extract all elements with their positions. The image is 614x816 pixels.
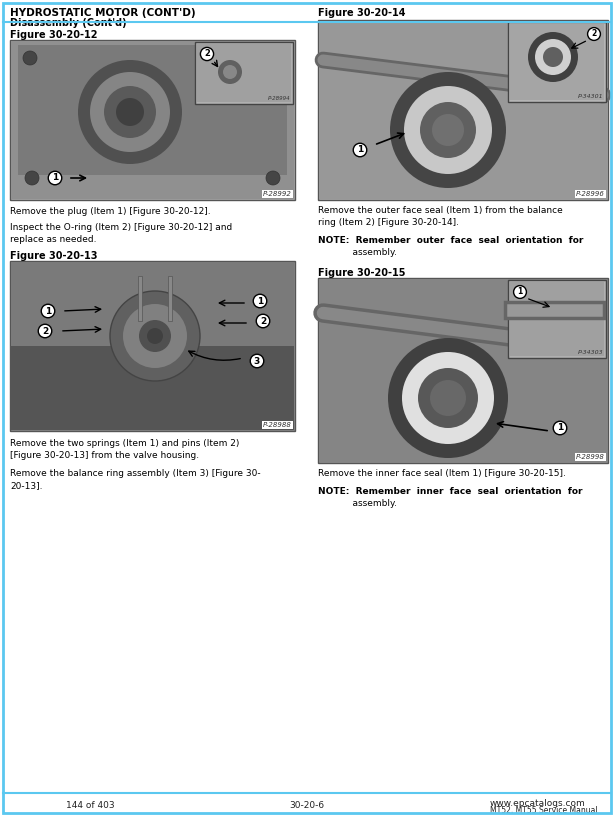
Bar: [510, 282, 604, 356]
Text: 2: 2: [204, 50, 210, 59]
Bar: [11, 262, 294, 430]
Text: 1: 1: [45, 307, 51, 316]
Circle shape: [90, 72, 170, 152]
Bar: [18, 45, 287, 175]
Text: P-28996: P-28996: [576, 191, 605, 197]
Text: 1: 1: [357, 145, 363, 154]
Circle shape: [543, 47, 563, 67]
Text: 2: 2: [591, 29, 597, 38]
Text: NOTE:  Remember  outer  face  seal  orientation  for: NOTE: Remember outer face seal orientati…: [318, 236, 583, 245]
Text: 2: 2: [204, 50, 210, 59]
Text: 2: 2: [42, 326, 48, 335]
Text: Remove the two springs (Item 1) and pins (Item 2): Remove the two springs (Item 1) and pins…: [10, 439, 239, 448]
Circle shape: [218, 60, 242, 84]
Circle shape: [388, 338, 508, 458]
Text: NOTE:  Remember  inner  face  seal  orientation  for: NOTE: Remember inner face seal orientati…: [318, 487, 583, 496]
Circle shape: [116, 98, 144, 126]
Circle shape: [123, 304, 187, 368]
Text: ring (Item 2) [Figure 30-20-14].: ring (Item 2) [Figure 30-20-14].: [318, 218, 459, 227]
Circle shape: [104, 86, 156, 138]
Text: 1: 1: [52, 174, 58, 183]
Circle shape: [420, 102, 476, 158]
Text: 1: 1: [557, 424, 563, 432]
Text: 1: 1: [518, 287, 523, 296]
Text: Figure 30-20-15: Figure 30-20-15: [318, 268, 405, 278]
Text: P-28992: P-28992: [263, 191, 292, 197]
Circle shape: [266, 51, 280, 65]
Text: P-28998: P-28998: [576, 454, 605, 460]
Bar: [197, 44, 291, 102]
Text: [Figure 30-20-13] from the valve housing.: [Figure 30-20-13] from the valve housing…: [10, 451, 199, 460]
Bar: [11, 41, 294, 199]
Circle shape: [266, 171, 280, 185]
Text: assembly.: assembly.: [318, 248, 397, 257]
Bar: [10, 261, 295, 431]
Bar: [195, 42, 293, 104]
Circle shape: [535, 39, 571, 75]
Text: Figure 30-20-14: Figure 30-20-14: [318, 8, 405, 18]
Text: 1: 1: [45, 307, 51, 316]
Text: Remove the outer face seal (Item 1) from the balance: Remove the outer face seal (Item 1) from…: [318, 206, 563, 215]
Text: 2: 2: [260, 317, 266, 326]
Bar: [510, 24, 604, 100]
Circle shape: [432, 114, 464, 146]
Bar: [138, 276, 142, 321]
Circle shape: [78, 60, 182, 164]
Circle shape: [110, 291, 200, 381]
Text: P-34303: P-34303: [577, 350, 603, 355]
Circle shape: [139, 320, 171, 352]
Text: 20-13].: 20-13].: [10, 481, 42, 490]
Text: Remove the inner face seal (Item 1) [Figure 30-20-15].: Remove the inner face seal (Item 1) [Fig…: [318, 469, 566, 478]
Bar: [319, 21, 607, 199]
Text: P-28988: P-28988: [263, 422, 292, 428]
Text: 2: 2: [260, 317, 266, 326]
Bar: [508, 280, 606, 358]
Circle shape: [528, 32, 578, 82]
Circle shape: [390, 72, 506, 188]
Text: 2: 2: [42, 326, 48, 335]
Circle shape: [430, 380, 466, 416]
Bar: [318, 20, 608, 200]
Text: 1: 1: [257, 296, 263, 305]
Bar: [168, 276, 172, 321]
Text: Remove the plug (Item 1) [Figure 30-20-12].: Remove the plug (Item 1) [Figure 30-20-1…: [10, 207, 211, 216]
Circle shape: [23, 51, 37, 65]
Circle shape: [402, 352, 494, 444]
Text: Disassembly (Cont'd): Disassembly (Cont'd): [10, 18, 126, 28]
Text: www.epcatalogs.com: www.epcatalogs.com: [490, 799, 586, 808]
Text: Figure 30-20-13: Figure 30-20-13: [10, 251, 98, 261]
Text: 1: 1: [257, 296, 263, 305]
Text: 1: 1: [557, 424, 563, 432]
Circle shape: [25, 171, 39, 185]
Text: Figure 30-20-12: Figure 30-20-12: [10, 30, 98, 40]
Text: Remove the balance ring assembly (Item 3) [Figure 30-: Remove the balance ring assembly (Item 3…: [10, 469, 260, 478]
Circle shape: [147, 328, 163, 344]
Circle shape: [404, 86, 492, 174]
Bar: [508, 22, 606, 102]
Text: replace as needed.: replace as needed.: [10, 235, 96, 244]
Text: 1: 1: [52, 174, 58, 183]
Text: 1: 1: [357, 145, 363, 154]
Text: P-34301: P-34301: [577, 94, 603, 99]
Circle shape: [223, 65, 237, 79]
Text: 2: 2: [591, 29, 597, 38]
Text: 3: 3: [254, 357, 260, 366]
Bar: [10, 40, 295, 200]
Text: assembly.: assembly.: [318, 499, 397, 508]
Circle shape: [418, 368, 478, 428]
Bar: [11, 346, 294, 430]
Text: MT52, MT55 Service Manual: MT52, MT55 Service Manual: [490, 805, 597, 814]
Text: Inspect the O-ring (Item 2) [Figure 30-20-12] and: Inspect the O-ring (Item 2) [Figure 30-2…: [10, 223, 232, 232]
Bar: [318, 278, 608, 463]
Text: 30-20-6: 30-20-6: [289, 801, 325, 810]
Text: 3: 3: [254, 357, 260, 366]
Text: HYDROSTATIC MOTOR (CONT'D): HYDROSTATIC MOTOR (CONT'D): [10, 8, 196, 18]
Text: P-28994: P-28994: [267, 96, 290, 101]
Text: 144 of 403: 144 of 403: [66, 801, 114, 810]
Text: 1: 1: [518, 287, 523, 296]
Bar: [319, 279, 607, 462]
